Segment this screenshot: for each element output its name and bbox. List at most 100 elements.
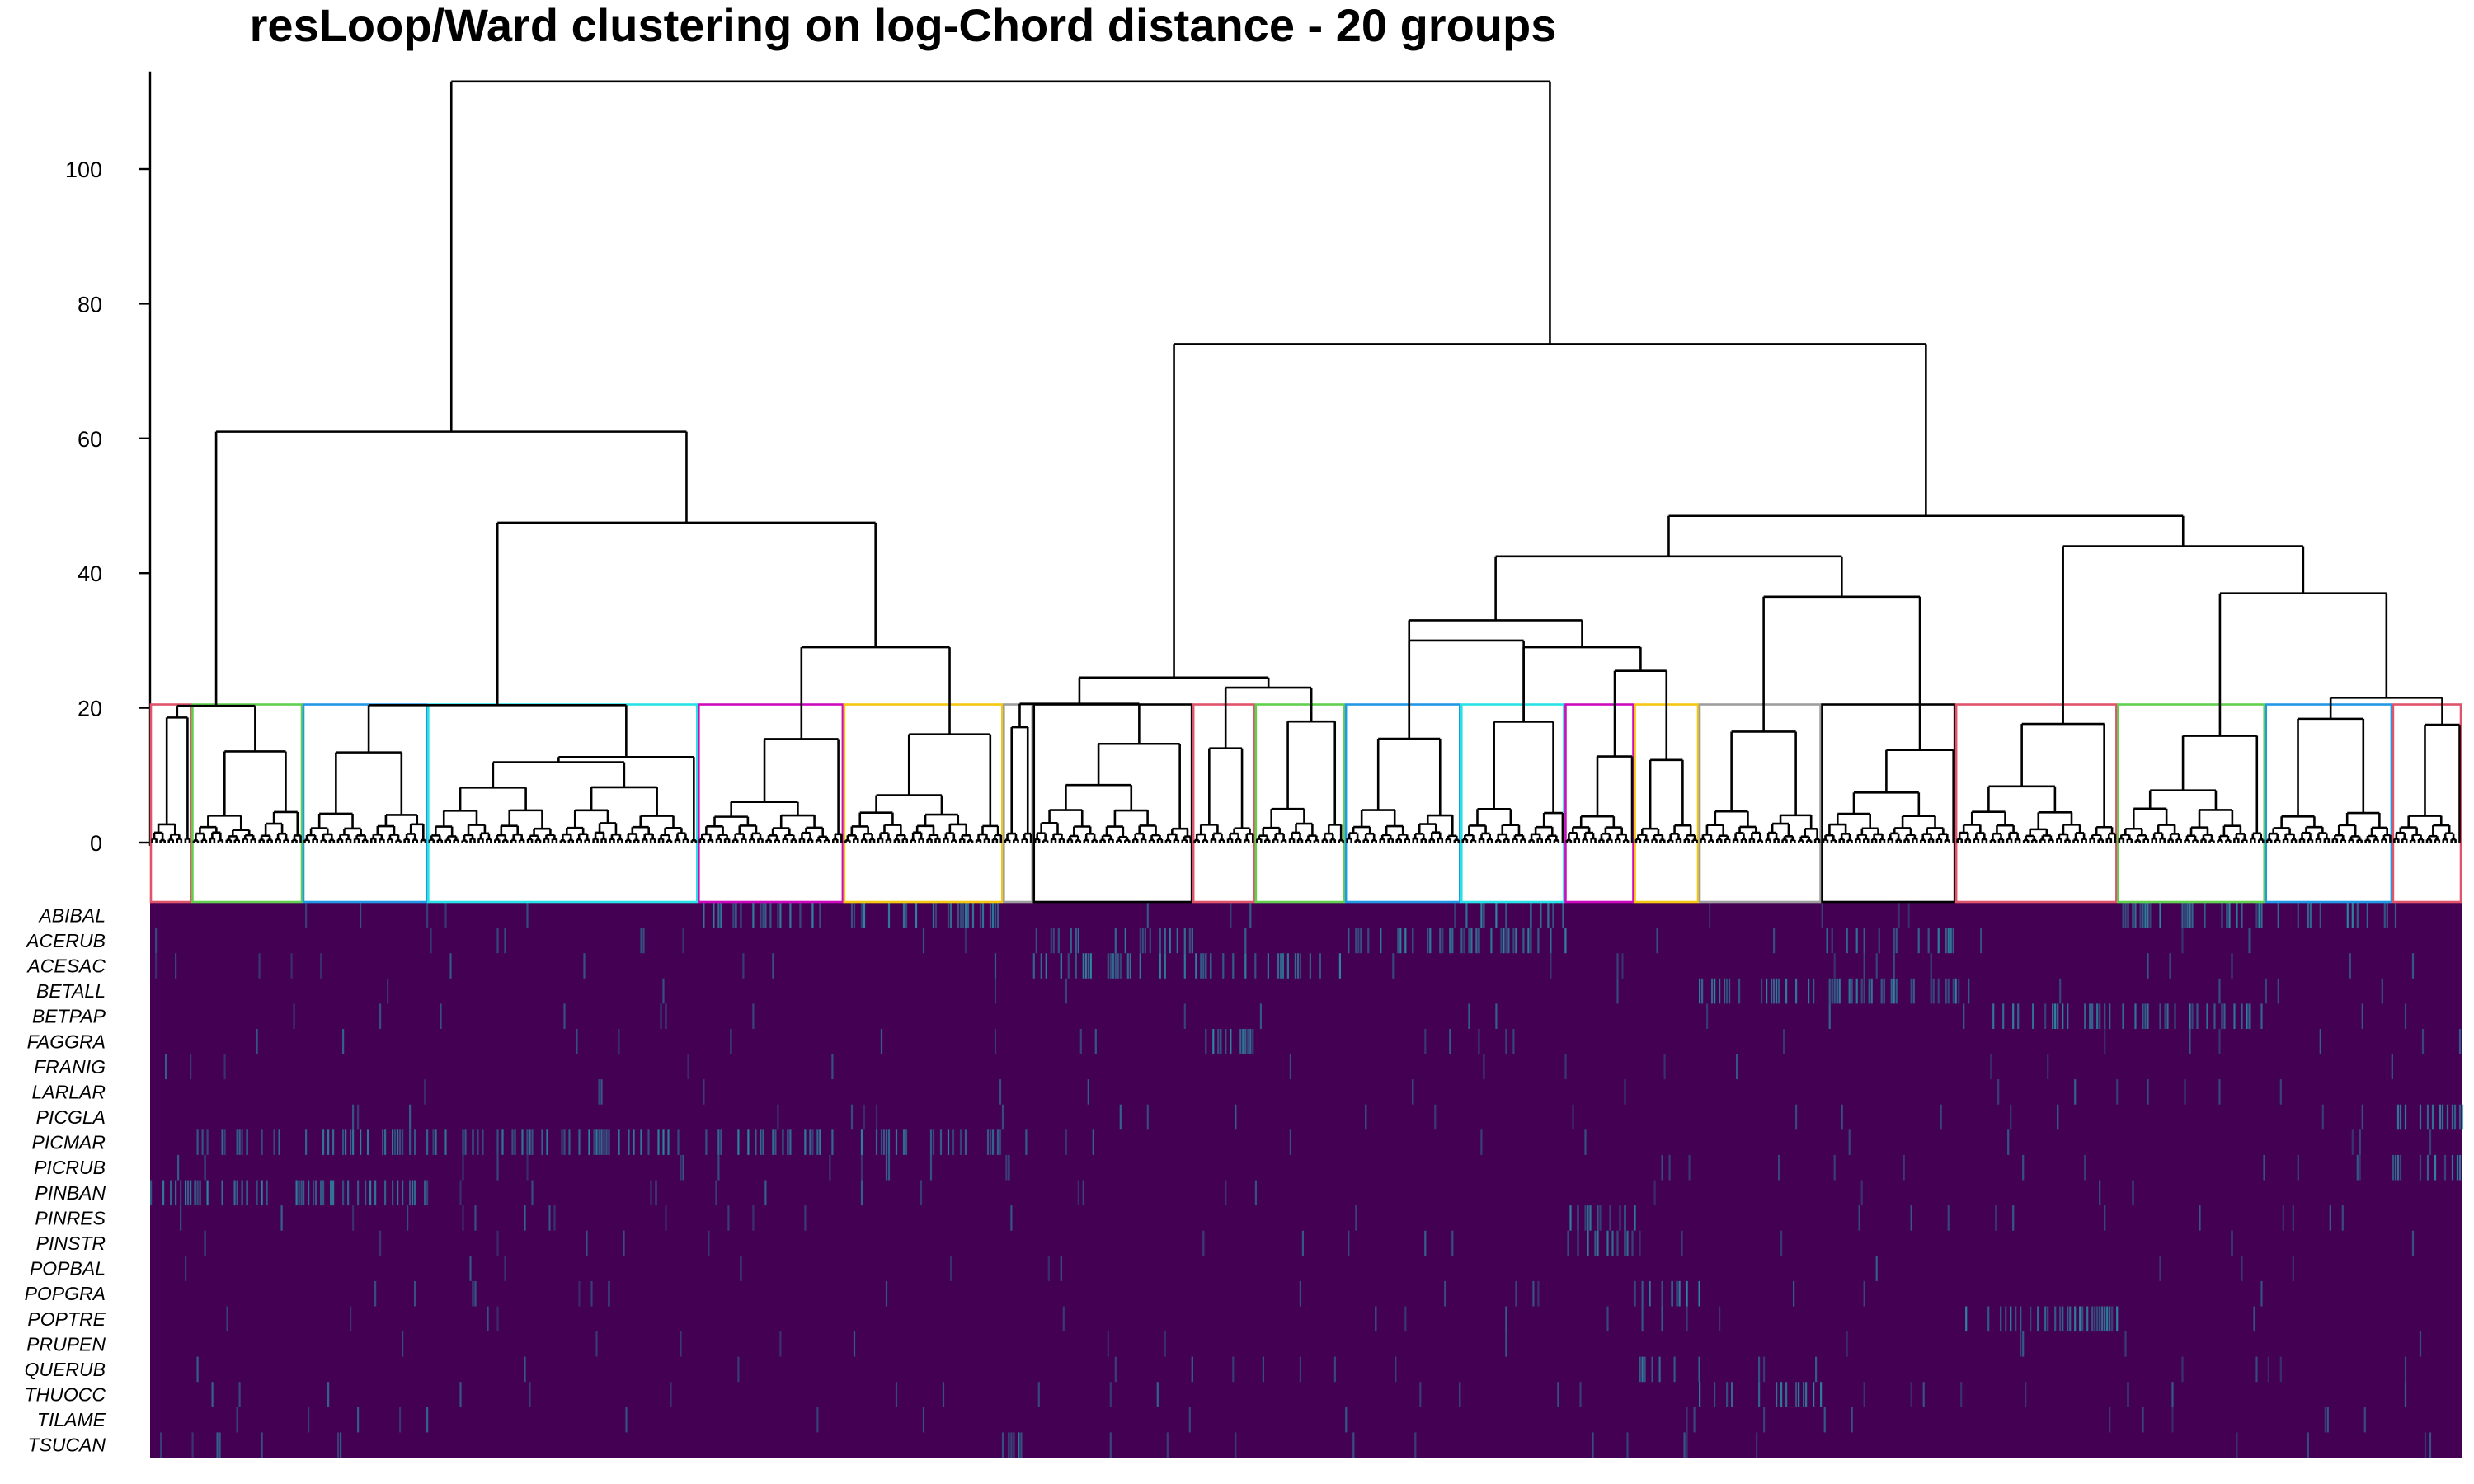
heatmap-cell: [360, 903, 362, 928]
heatmap-cell: [1107, 953, 1109, 979]
heatmap-cell: [1395, 1356, 1397, 1383]
heatmap-cell: [1478, 928, 1480, 954]
heatmap-cell: [2017, 1003, 2020, 1029]
heatmap-cell: [298, 1180, 300, 1206]
heatmap-cell: [1584, 1129, 1587, 1155]
heatmap-cell: [905, 1129, 908, 1155]
heatmap-cell: [1202, 1230, 1205, 1256]
heatmap-cell: [1191, 928, 1193, 954]
heatmap-cell: [496, 1154, 499, 1181]
heatmap-cell: [2171, 1407, 2174, 1433]
heatmap-cell: [350, 1306, 352, 1332]
heatmap-cell: [1530, 903, 1532, 928]
heatmap-cell: [2218, 978, 2221, 1004]
heatmap-cell: [1392, 953, 1395, 979]
heatmap-cell: [2196, 1003, 2199, 1029]
heatmap-cell: [762, 1129, 764, 1155]
heatmap-cell: [774, 1129, 777, 1155]
heatmap-cell: [1577, 1230, 1579, 1256]
heatmap-cell: [1490, 928, 1493, 954]
heatmap-cell: [2458, 1104, 2462, 1130]
heatmap-cell: [618, 1029, 620, 1054]
heatmap-cell: [1761, 978, 1763, 1004]
heatmap-cell: [1597, 1230, 1599, 1256]
heatmap-cell: [1851, 978, 1853, 1004]
heatmap-cell: [482, 1129, 484, 1155]
heatmap-cell: [2084, 1154, 2086, 1181]
heatmap-cell: [1465, 903, 1468, 928]
heatmap-cell: [2044, 1003, 2047, 1029]
heatmap-cell: [1212, 1029, 1215, 1054]
heatmap-cell: [603, 1129, 605, 1155]
heatmap-cell: [2421, 1029, 2425, 1054]
heatmap-cell: [2206, 1003, 2208, 1029]
heatmap-cell: [2411, 1230, 2415, 1256]
heatmap-cell: [2122, 1003, 2124, 1029]
heatmap-cell: [2181, 903, 2184, 928]
heatmap-cell: [1699, 978, 1701, 1004]
heatmap-cell: [1262, 1356, 1264, 1383]
heatmap-row-label: FAGGRA: [27, 1031, 106, 1052]
heatmap-cell: [665, 1003, 667, 1029]
heatmap-cell: [2324, 1407, 2326, 1433]
heatmap-cell: [504, 1256, 506, 1281]
heatmap-cell: [782, 1129, 784, 1155]
heatmap-cell: [308, 1180, 310, 1206]
heatmap-cell: [1895, 928, 1898, 954]
heatmap-cell: [1990, 1054, 1992, 1080]
heatmap-cell: [1057, 928, 1060, 954]
heatmap-cell: [2309, 903, 2312, 928]
heatmap-cell: [1146, 1104, 1149, 1130]
heatmap-cell: [1910, 1382, 1912, 1407]
heatmap-cell: [1950, 928, 1952, 954]
heatmap-cell: [2419, 1154, 2422, 1181]
heatmap-cell: [1075, 953, 1077, 979]
heatmap-cell: [1813, 1382, 1815, 1407]
heatmap-row-label: POPTRE: [27, 1308, 106, 1330]
heatmap-cell: [1459, 1382, 1461, 1407]
heatmap-cell: [1826, 928, 1828, 954]
heatmap-cell: [266, 1180, 268, 1206]
heatmap-cell: [2139, 903, 2142, 928]
heatmap-cell: [1668, 1154, 1671, 1181]
heatmap-cell: [1863, 928, 1865, 954]
heatmap-cell: [1860, 978, 1863, 1004]
heatmap-cell: [2396, 1104, 2400, 1130]
heatmap-cell: [1434, 1104, 1437, 1130]
heatmap-cell: [352, 1129, 355, 1155]
heatmap-cell: [1706, 1003, 1709, 1029]
heatmap-cell: [1451, 928, 1454, 954]
heatmap-cell: [1062, 1306, 1065, 1332]
heatmap-cell: [1222, 953, 1225, 979]
heatmap-cell: [1451, 1230, 1454, 1256]
heatmap-cell: [2047, 1306, 2049, 1332]
heatmap-cell: [850, 1104, 854, 1130]
heatmap-cell: [740, 1256, 742, 1281]
heatmap-cell: [1037, 1382, 1040, 1407]
heatmap-cell: [432, 1129, 435, 1155]
heatmap-cell: [2282, 1205, 2284, 1231]
heatmap-cell: [2062, 1306, 2064, 1332]
heatmap-cell: [915, 903, 918, 928]
heatmap-cell: [2326, 1407, 2329, 1433]
heatmap-cell: [1475, 928, 1478, 954]
heatmap-cell: [2171, 1382, 2174, 1407]
heatmap-cell: [1898, 903, 1900, 928]
heatmap-cell: [526, 1154, 529, 1181]
heatmap-cell: [662, 1129, 665, 1155]
heatmap-cell: [1678, 1280, 1681, 1307]
heatmap-cell: [2079, 1306, 2081, 1332]
heatmap-cell: [561, 1129, 563, 1155]
heatmap-cell: [860, 903, 863, 928]
heatmap-cell: [261, 1432, 263, 1458]
heatmap-cell: [2091, 1306, 2094, 1332]
heatmap-cell: [1094, 1029, 1097, 1054]
heatmap-cell: [511, 1129, 514, 1155]
heatmap-cell: [1460, 928, 1463, 954]
heatmap-cell: [1082, 953, 1084, 979]
heatmap-cell: [426, 903, 429, 928]
heatmap-cell: [357, 1180, 360, 1206]
heatmap-cell: [2096, 1003, 2099, 1029]
heatmap-cell: [1780, 1230, 1783, 1256]
